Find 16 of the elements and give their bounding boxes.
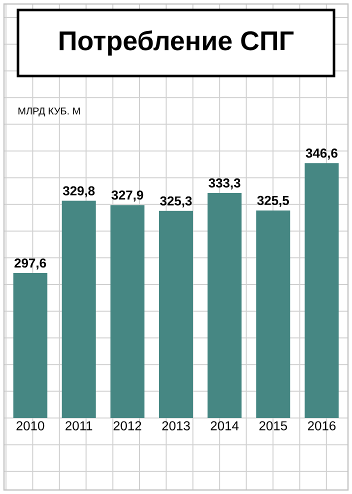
x-tick-label: 2014 <box>210 421 239 430</box>
data-label: 297,6 <box>14 258 46 270</box>
x-tick-label: 2015 <box>259 421 287 430</box>
y-axis-title: МЛРД КУБ. М <box>18 108 80 116</box>
x-tick-label: 2010 <box>16 421 44 430</box>
data-label: 333,3 <box>208 178 240 190</box>
x-tick-label: 2011 <box>66 421 92 430</box>
data-label: 325,5 <box>257 196 289 207</box>
data-label: 325,3 <box>160 196 192 208</box>
chart-title: Потребление СПГ <box>60 30 294 56</box>
data-label: 329,8 <box>62 186 95 198</box>
x-tick-label: 2013 <box>162 421 190 430</box>
x-tick-label: 2012 <box>114 421 142 430</box>
x-tick-label: 2016 <box>308 421 336 430</box>
data-label: 327,9 <box>112 190 144 202</box>
data-label: 346,6 <box>306 148 338 160</box>
